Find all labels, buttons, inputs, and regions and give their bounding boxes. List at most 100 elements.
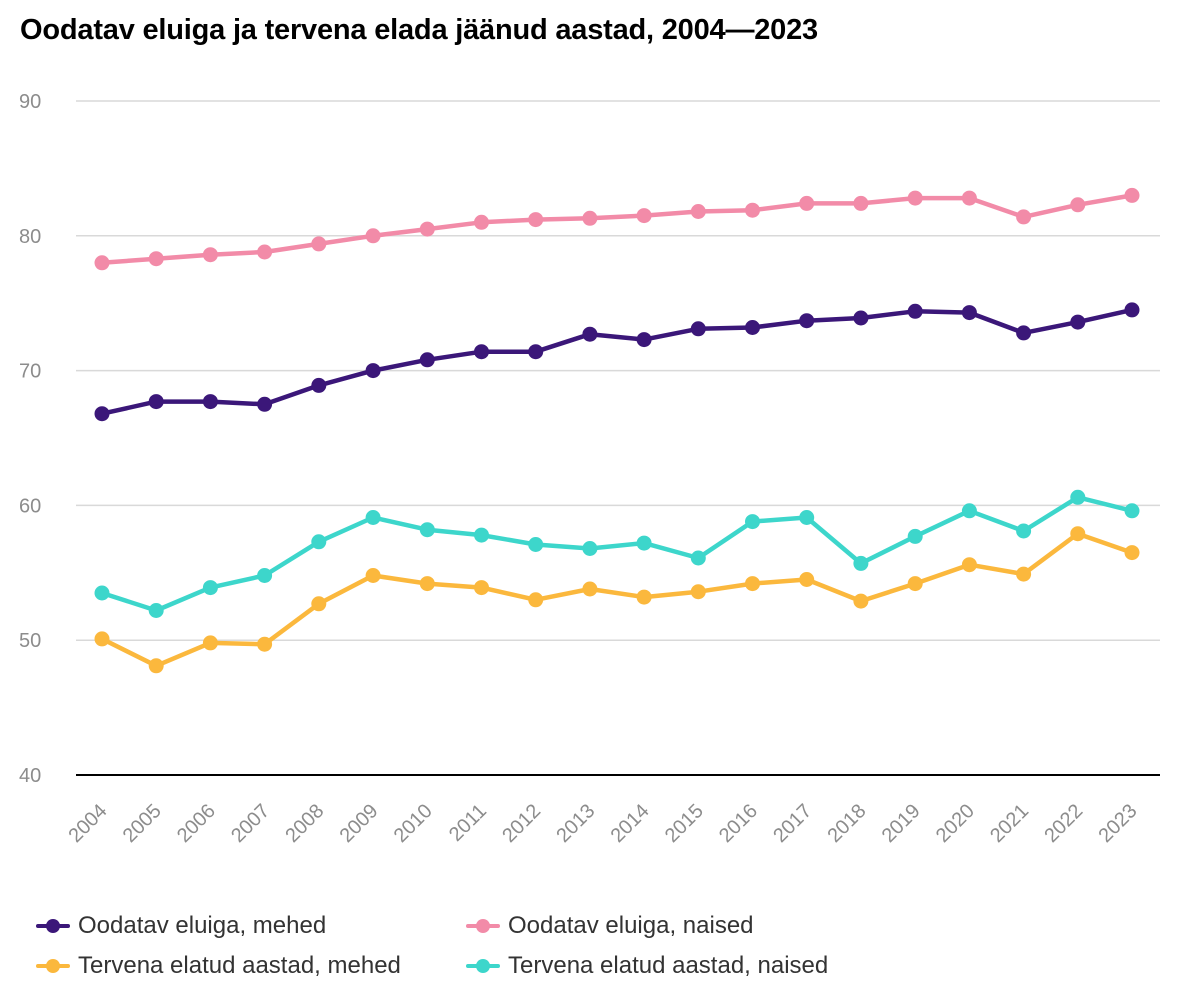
data-point[interactable] [1070,489,1086,505]
data-point[interactable] [148,658,164,674]
data-point[interactable] [148,603,164,618]
data-point[interactable] [907,303,923,319]
data-point[interactable] [690,550,706,566]
data-point[interactable] [1070,197,1086,213]
data-point[interactable] [257,396,273,412]
data-point[interactable] [257,568,273,583]
data-point[interactable] [365,568,381,583]
data-point[interactable] [853,195,869,211]
x-tick-label: 2006 [173,800,220,847]
series-line-1 [99,193,1135,266]
data-point[interactable] [745,202,760,218]
data-point[interactable] [365,228,381,244]
data-point[interactable] [1124,187,1140,203]
data-point[interactable] [419,522,435,538]
data-point[interactable] [582,541,598,556]
data-point[interactable] [907,190,923,206]
data-point[interactable] [257,636,273,652]
data-point[interactable] [474,527,489,543]
data-point[interactable] [799,313,815,329]
legend: Oodatav eluiga, mehed Oodatav eluiga, na… [36,912,936,980]
legend-item-oodatav-eluiga-mehed[interactable]: Oodatav eluiga, mehed [36,912,466,940]
data-point[interactable] [636,208,652,224]
data-point[interactable] [1016,566,1032,582]
data-point[interactable] [474,344,489,360]
data-point[interactable] [1016,209,1032,225]
data-point[interactable] [799,510,815,525]
y-tick-label: 40 [19,765,41,787]
data-point[interactable] [582,581,598,597]
legend-label: Tervena elatud aastad, mehed [78,952,401,979]
data-point[interactable] [202,394,218,410]
data-point[interactable] [419,352,435,368]
x-tick-label: 2009 [336,800,383,847]
data-point[interactable] [1124,503,1140,519]
x-tick-label: 2020 [932,800,979,847]
data-point[interactable] [419,576,435,592]
x-axis-ticks: 2004 2005 2006 2007 2008 2009 2010 2011 2012 2013… [65,800,1142,847]
data-point[interactable] [1124,302,1140,318]
data-point[interactable] [853,555,869,571]
data-point[interactable] [257,244,273,260]
data-point[interactable] [311,596,327,612]
data-point[interactable] [365,510,381,525]
data-point[interactable] [148,251,164,267]
data-point[interactable] [311,236,327,252]
data-point[interactable] [202,580,218,596]
x-tick-label: 2004 [65,800,112,847]
data-point[interactable] [961,503,977,519]
data-point[interactable] [365,363,381,379]
data-point[interactable] [907,576,923,592]
data-point[interactable] [311,534,327,550]
data-point[interactable] [853,310,869,326]
data-point[interactable] [690,584,706,600]
data-point[interactable] [745,320,760,335]
data-point[interactable] [799,572,815,587]
data-point[interactable] [1016,523,1032,539]
data-point[interactable] [94,255,110,271]
data-point[interactable] [528,212,544,228]
data-point[interactable] [94,406,110,422]
data-point[interactable] [853,593,869,609]
data-point[interactable] [1124,545,1140,561]
data-point[interactable] [961,190,977,206]
data-point[interactable] [636,589,652,605]
data-point[interactable] [636,535,652,551]
data-point[interactable] [907,528,923,544]
data-point[interactable] [961,557,977,573]
data-point[interactable] [528,537,544,552]
data-point[interactable] [745,576,760,592]
data-point[interactable] [148,394,164,410]
legend-item-oodatav-eluiga-naised[interactable]: Oodatav eluiga, naised [466,912,896,940]
data-point[interactable] [1070,526,1086,542]
legend-item-tervena-elatud-aastad-mehed[interactable]: Tervena elatud aastad, mehed [36,952,466,980]
x-tick-label: 2014 [607,800,654,847]
data-point[interactable] [1016,325,1032,341]
y-tick-label: 90 [19,91,41,113]
data-point[interactable] [1070,314,1086,330]
data-point[interactable] [582,210,598,226]
data-point[interactable] [961,305,977,321]
data-point[interactable] [474,580,489,596]
data-point[interactable] [528,344,544,360]
data-point[interactable] [690,321,706,337]
data-point[interactable] [582,326,598,342]
x-tick-label: 2018 [823,800,870,847]
data-point[interactable] [202,247,218,263]
data-point[interactable] [528,592,544,608]
data-point[interactable] [799,195,815,211]
data-point[interactable] [690,204,706,219]
x-tick-label: 2010 [390,800,437,847]
data-point[interactable] [474,214,489,230]
data-point[interactable] [636,332,652,348]
data-point[interactable] [94,631,110,647]
series-points [94,187,1140,674]
legend-item-tervena-elatud-aastad-naised[interactable]: Tervena elatud aastad, naised [466,952,896,980]
data-point[interactable] [311,377,327,393]
data-point[interactable] [745,514,760,530]
legend-label: Oodatav eluiga, naised [508,912,754,939]
data-point[interactable] [202,635,218,651]
data-point[interactable] [94,585,110,601]
data-point[interactable] [419,221,435,237]
